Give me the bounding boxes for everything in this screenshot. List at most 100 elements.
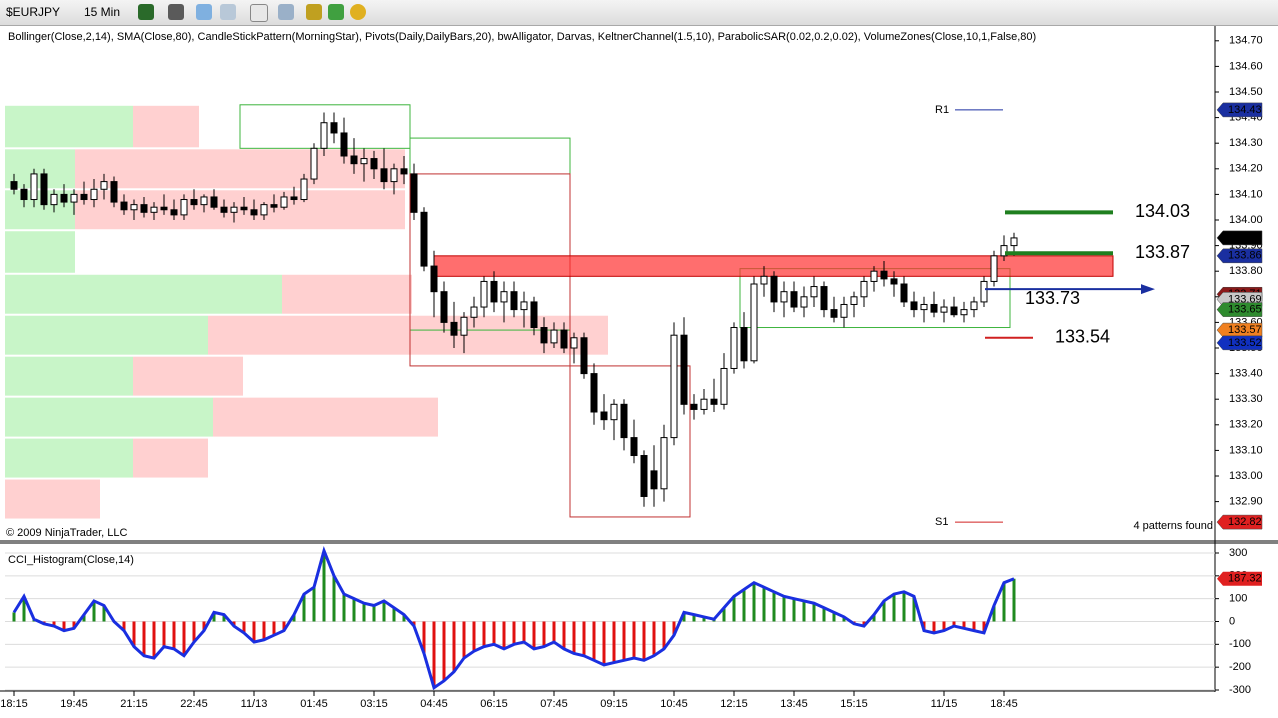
cci-bar [962, 621, 966, 629]
candle-body [650, 470, 658, 490]
properties-button[interactable] [278, 4, 294, 20]
candle-body [440, 291, 448, 323]
cci-bar [312, 587, 316, 622]
y-tick-label: 134.30 [1229, 137, 1263, 149]
cci-bar [172, 621, 176, 649]
cci-bar [492, 621, 496, 645]
candle-body [370, 158, 378, 170]
cci-bar [162, 621, 166, 647]
volume-down [282, 274, 412, 314]
cci-bar [222, 614, 226, 622]
candle-body [970, 301, 978, 311]
cci-bar [872, 614, 876, 622]
cci-bar [82, 614, 86, 622]
candle-body [410, 173, 418, 213]
volume-up [5, 105, 133, 148]
cci-title: CCI_Histogram(Close,14) [8, 554, 134, 566]
cci-bar [22, 596, 26, 622]
zoom-in-button[interactable] [196, 4, 212, 20]
symbol-selector[interactable]: $EURJPY [6, 5, 61, 19]
candle-body [550, 329, 558, 344]
candle-body [950, 306, 958, 316]
price-tag-label: 133.93 [1228, 232, 1262, 244]
arrow-head [1141, 284, 1155, 295]
candle-body [890, 278, 898, 285]
candle-body [520, 301, 528, 311]
candle-body [460, 316, 468, 336]
candle-body [90, 188, 98, 201]
candle-body [360, 158, 368, 165]
cci-bar [732, 596, 736, 622]
level-label: 133.73 [1025, 288, 1080, 308]
candle-body [700, 398, 708, 410]
candle-body [570, 337, 578, 349]
draw-button[interactable] [168, 4, 184, 20]
candle-body [670, 334, 678, 439]
cci-bar [52, 621, 56, 627]
candle-body [210, 196, 218, 208]
candle-body [310, 147, 318, 180]
cci-bar [892, 594, 896, 622]
candle-body [220, 206, 228, 213]
cci-bar [762, 587, 766, 622]
candle-body [860, 280, 868, 298]
price-tag [1216, 514, 1263, 530]
candle-body [930, 303, 938, 313]
cci-bar [252, 621, 256, 643]
candle-body [380, 168, 388, 183]
cci-bar [902, 591, 906, 622]
bar-type-button[interactable] [138, 4, 154, 20]
cci-bar [832, 612, 836, 622]
y-tick-label: 133.00 [1229, 470, 1263, 482]
candle-body [990, 255, 998, 282]
cci-bar [512, 621, 516, 645]
cci-bar [72, 621, 76, 629]
chart: Bollinger(Close,2,14), SMA(Close,80), Ca… [0, 26, 1278, 718]
level-label: 133.54 [1055, 327, 1110, 347]
x-tick-label: 13:45 [780, 698, 808, 710]
x-tick-label: 21:15 [120, 698, 148, 710]
candle-body [430, 265, 438, 293]
price-tag-label: 134.43 [1228, 104, 1262, 116]
candle-body [100, 181, 108, 190]
cci-bar [182, 621, 186, 656]
y-tick-label: 300 [1229, 547, 1247, 559]
cursor-button[interactable] [250, 4, 268, 22]
axis-area [1215, 26, 1278, 718]
candle-body [750, 283, 758, 362]
candle-body [120, 201, 128, 211]
cci-bar [722, 607, 726, 622]
candle-body [170, 209, 178, 216]
cci-bar [822, 607, 826, 622]
interval-selector[interactable]: 15 Min [84, 5, 121, 19]
candle-body [300, 178, 308, 201]
indicator-button[interactable] [328, 4, 344, 20]
zoom-out-button[interactable] [220, 4, 236, 20]
data-box-button[interactable] [350, 4, 366, 20]
y-tick-label: 134.20 [1229, 163, 1263, 175]
candle-body [60, 193, 68, 203]
cci-bar [972, 621, 976, 631]
candle-body [900, 283, 908, 303]
cci-bar [782, 596, 786, 622]
cci-bar [262, 621, 266, 640]
candle-body [510, 291, 518, 311]
strategy-button[interactable] [306, 4, 322, 20]
cci-bar [242, 621, 246, 633]
indicator-list: Bollinger(Close,2,14), SMA(Close,80), Ca… [8, 31, 1036, 43]
candle-body [780, 291, 788, 303]
cci-bar [282, 621, 286, 631]
cci-bar [152, 621, 156, 659]
price-panel: R1 S1 134.03 133.87 133.73 133.54 [5, 104, 1190, 528]
cci-tag-label: 187.32 [1228, 573, 1262, 585]
volume-up [5, 274, 282, 314]
cci-bar [1012, 578, 1016, 622]
cci-bar [802, 600, 806, 622]
darvas-box [569, 365, 691, 518]
toolbar: $EURJPY 15 Min [0, 0, 1278, 26]
cci-bar [542, 621, 546, 647]
cci-bar [62, 621, 66, 631]
cci-bar [272, 621, 276, 636]
x-tick-label: 03:15 [360, 698, 388, 710]
